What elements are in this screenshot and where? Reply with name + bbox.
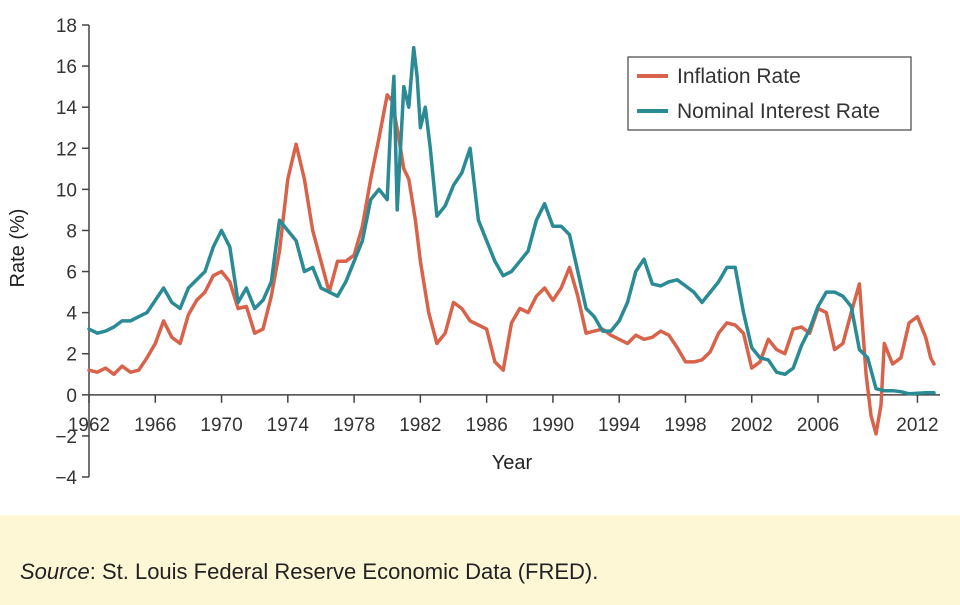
y-axis-title: Rate (%) [7,209,29,288]
y-tick-label: 2 [66,345,77,366]
x-tick-label: 2002 [731,415,773,436]
source-text: : St. Louis Federal Reserve Economic Dat… [89,559,599,584]
legend-box [627,56,912,131]
x-tick-label: 1986 [466,415,508,436]
x-tick-label: 1974 [267,415,310,436]
axes: −4 −2 0 2 4 6 8 10 12 14 16 18 1962 1966 1970 1974 1978… [55,16,940,489]
series-line-nominal-interest-rate [87,45,936,396]
x-tick-label: 1982 [399,415,441,436]
y-tick-label: 18 [56,16,77,37]
x-axis-title: Year [492,452,533,474]
y-tick-label: −2 [55,427,77,448]
x-tick-label: 2006 [797,415,839,436]
y-axis-ticks: −4 −2 0 2 4 6 8 10 12 14 16 18 [55,16,89,489]
source-label: Source [20,559,90,584]
source-note-band: Source: St. Louis Federal Reserve Econom… [0,515,960,605]
x-tick-label: 2012 [896,415,938,436]
legend-label-inflation: Inflation Rate [677,65,801,88]
x-tick-label: 1994 [598,415,641,436]
y-tick-label: 8 [66,221,77,242]
y-tick-label: −4 [55,468,77,489]
line-chart: −4 −2 0 2 4 6 8 10 12 14 16 18 1962 1966 1970 1974 1978… [7,16,940,489]
legend: Inflation Rate Nominal Interest Rate [627,56,912,131]
y-tick-label: 4 [66,304,77,325]
source-note: Source: St. Louis Federal Reserve Econom… [20,559,598,585]
series-line-inflation-rate [87,93,936,436]
x-tick-label: 1970 [200,415,242,436]
x-tick-label: 1998 [664,415,706,436]
legend-label-nominal-interest: Nominal Interest Rate [677,100,880,123]
chart-area: −4 −2 0 2 4 6 8 10 12 14 16 18 1962 1966 1970 1974 1978… [7,16,940,489]
y-tick-label: 12 [56,139,77,160]
y-tick-label: 10 [56,180,77,201]
series-layer [87,45,936,436]
y-tick-label: 6 [66,263,77,284]
x-tick-label: 1962 [68,415,110,436]
x-tick-label: 1978 [333,415,375,436]
y-tick-label: 0 [66,386,77,407]
x-tick-label: 1990 [532,415,574,436]
y-tick-label: 14 [56,98,78,119]
x-tick-label: 1966 [134,415,176,436]
x-axis-ticks: 1962 1966 1970 1974 1978 1982 1986 1990 1994 1998… [68,394,939,436]
y-tick-label: 16 [56,57,77,78]
